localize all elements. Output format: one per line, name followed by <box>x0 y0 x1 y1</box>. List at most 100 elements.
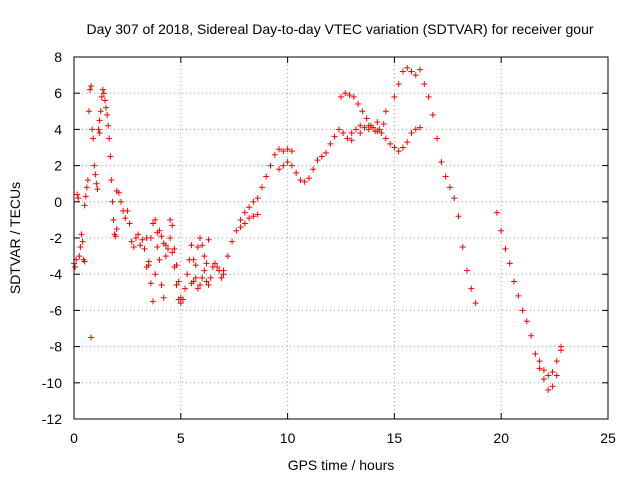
data-point <box>177 300 184 307</box>
data-point <box>105 122 112 129</box>
data-point <box>90 135 97 142</box>
data-point <box>224 253 231 260</box>
data-point <box>468 285 475 292</box>
data-point <box>156 256 163 263</box>
data-point <box>331 133 338 140</box>
data-point <box>139 236 146 243</box>
data-point <box>519 307 526 314</box>
series-arc-9 <box>237 211 261 231</box>
data-point <box>108 177 115 184</box>
data-point <box>194 285 201 292</box>
data-point <box>399 144 406 151</box>
y-tick-label: 4 <box>54 121 62 137</box>
data-point <box>162 253 169 260</box>
data-point <box>267 162 274 169</box>
data-point <box>130 244 137 251</box>
data-point <box>412 126 419 133</box>
data-point <box>493 209 500 216</box>
data-point <box>160 294 167 301</box>
data-point <box>348 130 355 137</box>
series-arc-12 <box>348 64 479 307</box>
data-point <box>72 263 79 270</box>
data-point <box>190 278 197 285</box>
data-point <box>94 186 101 193</box>
data-point <box>434 135 441 142</box>
data-point <box>280 148 287 155</box>
data-point <box>355 101 362 108</box>
data-point <box>438 158 445 165</box>
data-point <box>540 367 547 374</box>
data-point <box>220 267 227 274</box>
x-axis-label: GPS time / hours <box>288 457 395 473</box>
data-point <box>169 222 176 229</box>
data-point <box>96 130 103 137</box>
x-tick-label: 25 <box>600 430 616 446</box>
data-point <box>137 242 144 249</box>
data-points <box>71 64 565 394</box>
data-point <box>95 126 102 133</box>
data-point <box>318 153 325 160</box>
data-point <box>89 126 96 133</box>
data-point <box>167 235 174 241</box>
data-point <box>150 298 157 305</box>
data-point <box>182 285 189 292</box>
data-point <box>549 383 556 390</box>
data-point <box>110 216 117 223</box>
data-point <box>87 86 94 93</box>
data-point <box>233 227 240 234</box>
data-point <box>77 244 84 251</box>
data-point <box>404 139 411 146</box>
data-point <box>399 68 406 75</box>
data-point <box>540 376 547 383</box>
data-point <box>536 358 543 365</box>
data-point <box>276 166 283 173</box>
y-tick-label: 0 <box>54 194 62 210</box>
data-point <box>154 244 161 251</box>
data-point <box>99 86 106 93</box>
data-point <box>528 332 535 339</box>
data-point <box>143 235 150 241</box>
data-point <box>199 274 206 281</box>
data-point <box>395 148 402 155</box>
data-point <box>421 81 428 88</box>
data-point <box>472 300 479 307</box>
data-point <box>106 135 113 142</box>
data-point <box>352 126 359 133</box>
data-point <box>194 244 201 251</box>
y-tick-label: -10 <box>42 375 62 391</box>
data-point <box>498 227 505 234</box>
data-point <box>429 111 436 118</box>
x-tick-label: 0 <box>70 430 78 446</box>
data-point <box>81 202 88 209</box>
data-point <box>408 130 415 137</box>
data-point <box>150 220 157 227</box>
data-point <box>323 149 330 156</box>
data-point <box>380 120 387 127</box>
data-point <box>301 178 308 185</box>
data-point <box>536 365 543 372</box>
data-point <box>376 126 383 133</box>
y-tick-label: -4 <box>50 266 63 282</box>
data-point <box>100 90 107 97</box>
data-point <box>190 256 197 263</box>
data-point <box>92 171 99 178</box>
data-point <box>82 193 89 200</box>
data-point <box>83 184 90 191</box>
data-point <box>342 90 349 97</box>
series-arc-10 <box>276 122 424 185</box>
data-point <box>135 231 142 238</box>
data-point <box>76 253 83 260</box>
y-tick-label: 2 <box>54 158 62 174</box>
data-point <box>171 263 178 270</box>
data-point <box>382 135 389 142</box>
data-point <box>141 245 148 252</box>
data-point <box>128 238 135 245</box>
data-point <box>117 198 124 205</box>
data-point <box>173 282 180 289</box>
data-point <box>387 140 394 147</box>
data-point <box>293 169 300 176</box>
data-point <box>382 108 389 115</box>
data-point <box>199 242 206 249</box>
series-arc-3 <box>96 86 120 240</box>
data-point <box>126 220 133 227</box>
